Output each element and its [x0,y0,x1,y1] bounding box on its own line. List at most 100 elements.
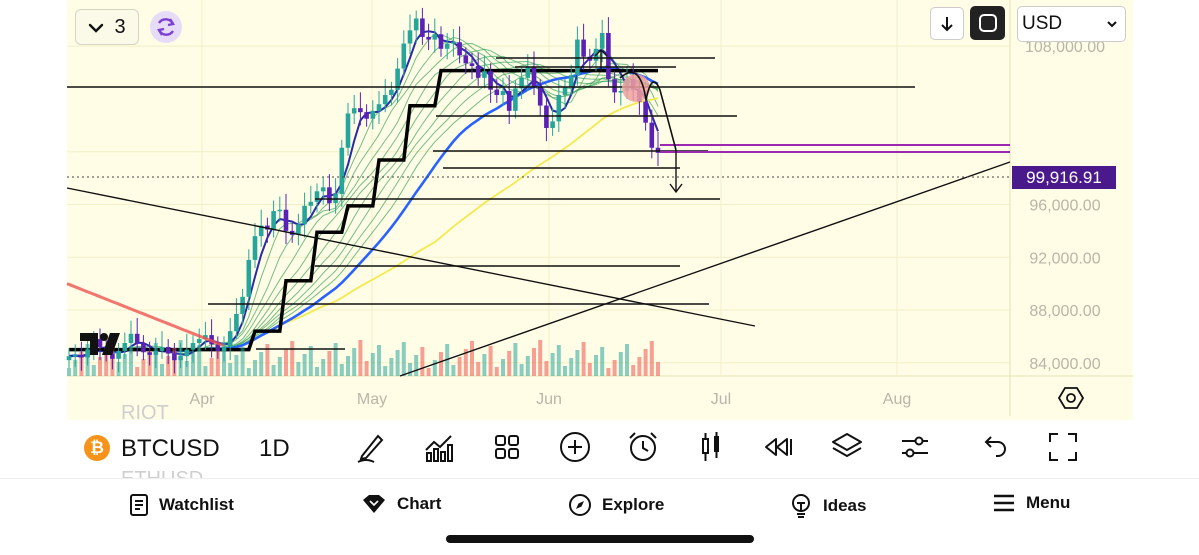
candle-body [246,259,252,297]
candle-body [382,94,388,105]
fullscreen-button[interactable] [970,6,1005,40]
candle-body [395,68,400,90]
object-tree-button[interactable] [830,430,864,464]
candle-body [376,104,382,111]
candle-body [79,354,84,358]
candle-body [407,30,413,44]
volume-bar [191,353,195,376]
layers-toggle-button[interactable]: 3 [75,9,139,45]
candle-body [606,32,611,80]
refresh-icon [157,18,175,36]
draw-tool-button[interactable] [354,430,388,464]
candles-icon [702,432,719,461]
volume-bar [321,359,326,376]
expand-button[interactable] [1046,430,1080,464]
candle-body [327,187,332,204]
tradingview-logo [80,333,126,360]
candle-body [227,331,233,347]
time-scale-background [67,376,1133,420]
candle-body [196,339,202,344]
candle-body [444,43,450,49]
volume-bar [637,357,642,376]
nav-chart[interactable]: Chart [361,493,441,515]
download-button[interactable] [930,7,964,40]
volume-bar [612,360,617,376]
currency-select[interactable]: USD [1017,6,1126,42]
candle-body [159,346,165,351]
volume-bar [556,345,561,376]
candle-body [494,89,500,95]
volume-bar [649,341,654,376]
layouts-button[interactable] [490,430,524,464]
nav-watchlist[interactable]: Watchlist [129,493,234,517]
nav-watchlist-label: Watchlist [159,495,234,514]
nav-explore[interactable]: Explore [568,493,664,517]
volume-bar [476,362,481,376]
nav-menu[interactable]: Menu [992,493,1070,513]
x-tick-label: Aug [883,391,911,408]
alert-button[interactable] [626,430,660,464]
volume-bar [538,340,543,376]
volume-bar [240,347,245,376]
candle-body [141,343,146,353]
nav-chart-label: Chart [397,494,442,513]
volume-bar [482,354,487,376]
candle-body [500,91,506,95]
candle-body [401,43,407,69]
indicators-icon [425,435,453,462]
candle-body [556,94,562,122]
indicators-button[interactable] [422,430,456,464]
volume-bar [550,353,555,376]
volume-bar [284,349,288,376]
symbol-ticker[interactable]: BTCUSD [121,435,220,462]
fullscreen-icon [978,14,997,32]
volume-bar [228,363,233,376]
volume-bar [457,357,462,376]
volume-bar [277,357,282,376]
candle-body [122,343,128,351]
hexagon-settings-icon [1057,387,1085,409]
candle-body [438,34,444,49]
candle-body [463,55,469,64]
volume-bar [209,358,214,376]
candle-body [134,333,140,344]
bottom-navigation: Watchlist Chart Explore Ideas Menu [0,478,1199,555]
candle-body [581,39,586,57]
chart-diamond-icon [363,495,385,513]
chart-settings-toolbar-button[interactable] [898,430,932,464]
candle-body [277,209,283,212]
volume-bar [370,353,375,376]
volume-bar [333,343,338,376]
volume-bar [463,349,468,376]
sync-button[interactable] [150,11,182,43]
x-tick-label: Jul [711,391,731,408]
chart-type-button[interactable] [694,430,728,464]
price-chart[interactable]: 108,000.00 96,000.00 92,000.00 88,000.00 84,… [0,0,1199,420]
volume-bar [432,360,437,376]
chevron-down-icon [1107,21,1117,28]
replay-button[interactable] [762,430,796,464]
nav-ideas[interactable]: Ideas [789,493,866,519]
interval-button[interactable]: 1D [259,435,290,462]
undo-button[interactable] [978,430,1012,464]
volume-bar [259,352,264,376]
y-tick-label: 88,000.00 [1029,303,1100,320]
volume-bar [587,363,592,376]
volume-bar [501,359,505,376]
y-tick-label: 92,000.00 [1029,250,1100,267]
volume-bar [544,361,549,376]
add-button[interactable] [558,430,592,464]
volume-bar [197,345,202,376]
volume-bar [420,347,425,376]
ghost-symbol-above: RIOT [121,402,169,424]
candle-body [413,18,419,31]
candle-body [172,353,177,361]
candle-body [153,350,159,355]
volume-bar [141,359,146,376]
volume-bar [383,366,388,376]
undo-icon [984,436,1006,457]
chart-area[interactable]: 108,000.00 96,000.00 92,000.00 88,000.00 84,… [0,0,1199,420]
candle-body [165,346,171,354]
volume-bar [631,365,636,376]
chart-settings-button[interactable] [1057,385,1085,411]
